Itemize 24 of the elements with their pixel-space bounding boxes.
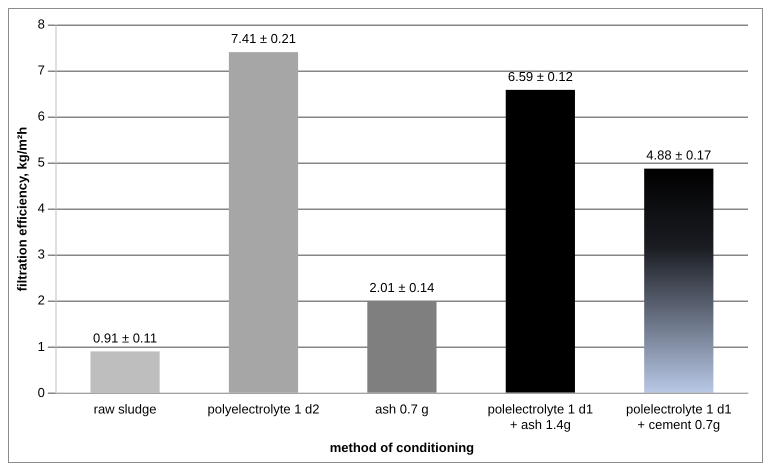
x-tick-label: ash 0.7 g (375, 402, 429, 417)
bar (228, 52, 298, 392)
x-tick-label: polyelectrolyte 1 d2 (207, 402, 320, 417)
data-label: 6.59 ± 0.12 (508, 68, 573, 84)
bar (506, 90, 575, 392)
y-tick-label: 7 (38, 62, 45, 78)
x-tick-label: polelectrolyte 1 d1 + cement 0.7g (626, 402, 732, 432)
y-tick-label: 5 (38, 154, 45, 170)
x-axis-title: method of conditioning (330, 440, 474, 455)
y-tick-label: 2 (38, 292, 45, 308)
x-tick-label: polelectrolyte 1 d1 + ash 1.4g (488, 402, 594, 432)
y-tick-label: 4 (38, 200, 45, 216)
data-label: 4.88 ± 0.17 (646, 148, 712, 163)
data-label: 7.41 ± 0.21 (230, 31, 296, 46)
data-label: 0.91 ± 0.11 (93, 330, 158, 346)
x-tick-label: raw sludge (94, 402, 156, 417)
y-axis-title: filtration efficiency, kg/m²h (14, 126, 30, 292)
y-tick-label: 0 (38, 384, 45, 400)
y-tick-label: 6 (38, 108, 45, 124)
data-label: 2.01 ± 0.14 (369, 280, 434, 295)
y-tick-label: 3 (38, 246, 45, 262)
bar (644, 168, 714, 392)
y-tick-label: 8 (38, 16, 45, 32)
y-tick-label: 1 (38, 338, 45, 354)
